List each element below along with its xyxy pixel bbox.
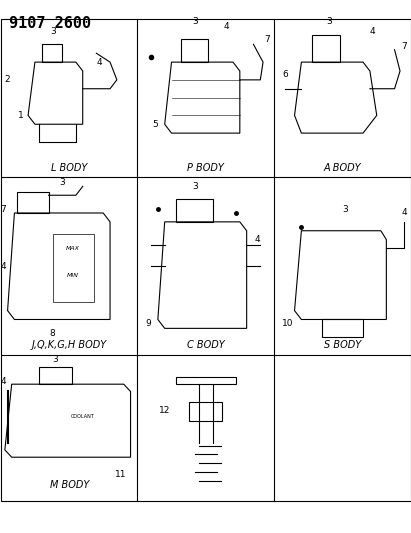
Text: 4: 4 — [1, 262, 6, 271]
Text: MIN: MIN — [67, 272, 79, 278]
Text: 4: 4 — [96, 58, 102, 67]
Text: 11: 11 — [115, 470, 127, 479]
Text: 9: 9 — [145, 319, 151, 328]
Text: 4: 4 — [401, 208, 407, 217]
Text: MAX: MAX — [66, 246, 80, 251]
Text: J,Q,K,G,H BODY: J,Q,K,G,H BODY — [32, 340, 107, 350]
Text: 7: 7 — [0, 205, 6, 214]
Text: 12: 12 — [159, 406, 171, 415]
Text: A BODY: A BODY — [324, 163, 361, 173]
Text: S BODY: S BODY — [324, 340, 361, 350]
Text: 3: 3 — [192, 17, 198, 26]
Text: C BODY: C BODY — [187, 340, 225, 350]
Text: 3: 3 — [342, 205, 348, 214]
Text: 3: 3 — [50, 27, 55, 36]
Text: 10: 10 — [282, 319, 293, 328]
Text: 4: 4 — [255, 235, 261, 244]
Text: 7: 7 — [401, 42, 407, 51]
Text: 4: 4 — [1, 377, 6, 386]
Text: 2: 2 — [5, 75, 10, 84]
Text: 5: 5 — [152, 120, 158, 129]
Text: 6: 6 — [282, 70, 288, 79]
Text: 3: 3 — [53, 355, 58, 364]
Text: 3: 3 — [192, 182, 198, 191]
Text: P BODY: P BODY — [187, 163, 224, 173]
Text: L BODY: L BODY — [51, 163, 88, 173]
Text: M BODY: M BODY — [50, 480, 89, 490]
Text: 1: 1 — [18, 111, 24, 120]
Text: 4: 4 — [370, 27, 375, 36]
Text: 9107 2600: 9107 2600 — [9, 16, 91, 31]
Text: 3: 3 — [59, 179, 65, 187]
Text: 3: 3 — [326, 17, 332, 26]
Text: 4: 4 — [223, 22, 229, 31]
Text: COOLANT: COOLANT — [71, 414, 95, 419]
Text: 7: 7 — [264, 35, 270, 44]
Text: 8: 8 — [50, 329, 55, 338]
